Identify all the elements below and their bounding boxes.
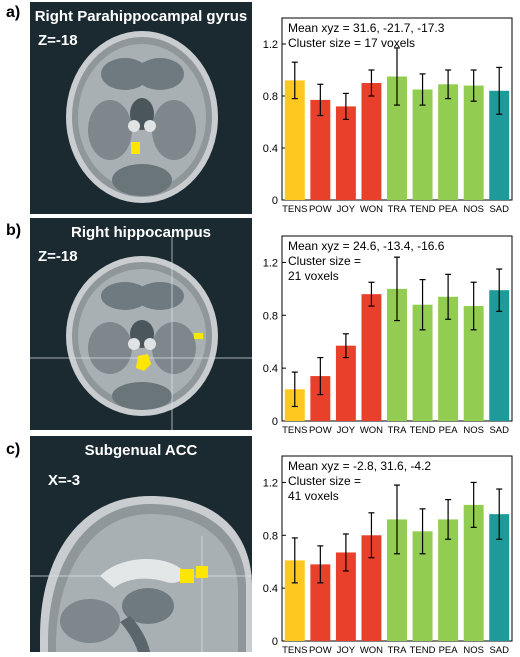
y-tick-label: 0.8 <box>263 310 278 322</box>
x-tick-label: JOY <box>337 645 356 656</box>
x-tick-label: WON <box>360 425 383 436</box>
x-tick-label: JOY <box>337 425 356 436</box>
y-tick-label: 0.8 <box>263 91 278 103</box>
chart-annotation: Cluster size = 17 voxels <box>288 36 415 50</box>
bar-won <box>361 535 382 641</box>
bar-chart-b: 0 0.4 0.8 1.2 TENS POW JOY WON TRA TEND PEA NOS SAD M… <box>263 235 513 436</box>
x-tick-label: PEA <box>439 645 459 656</box>
y-tick-label: 0 <box>272 195 278 207</box>
x-tick-label: SAD <box>489 645 509 656</box>
x-tick-label: PEA <box>439 425 459 436</box>
y-tick-label: 1.2 <box>263 477 278 489</box>
coord-label-b: Z=-18 <box>38 248 78 265</box>
y-tick-label: 0.8 <box>263 530 278 542</box>
bar-pow <box>310 564 331 641</box>
sagittal-brain-image-c <box>30 496 252 652</box>
chart-annotation: 21 voxels <box>288 269 339 283</box>
x-tick-label: NOS <box>463 425 484 436</box>
activation-blob-c1 <box>180 569 194 583</box>
bar-sad <box>489 514 510 641</box>
bar-pow <box>310 99 331 200</box>
x-tick-label: JOY <box>337 204 356 215</box>
x-tick-label: NOS <box>463 645 484 656</box>
chart-annotation: 41 voxels <box>288 489 339 503</box>
x-tick-label: SAD <box>489 425 509 436</box>
bar-pow <box>310 376 331 421</box>
activation-blob-c2 <box>196 566 208 578</box>
y-tick-label: 1.2 <box>263 257 278 269</box>
panel-letter-a: a) <box>6 4 21 21</box>
y-tick-label: 0.4 <box>263 143 278 155</box>
axial-brain-image-b <box>30 236 252 430</box>
bar-joy <box>335 106 356 200</box>
x-tick-label: PEA <box>439 204 459 215</box>
x-tick-label: SAD <box>489 204 509 215</box>
y-tick-label: 0 <box>272 416 278 428</box>
y-tick-label: 1.2 <box>263 39 278 51</box>
x-tick-label: NOS <box>463 204 484 215</box>
chart-annotation: Cluster size = <box>288 474 361 488</box>
axial-brain-image-a <box>66 31 218 203</box>
activation-blob-a <box>131 142 140 154</box>
bar-sad <box>489 290 510 421</box>
bar-nos <box>463 306 484 421</box>
bar-tra <box>387 519 407 641</box>
brain-slice-a: Right Parahippocampal gyrus Z=-18 <box>30 2 252 214</box>
chart-annotation: Mean xyz = 24.6, -13.4, -16.6 <box>288 239 445 253</box>
bar-chart-a: 0 0.4 0.8 1.2 TENS POW JOY WON TRA TEND PEA NOS SAD M… <box>263 17 513 215</box>
bar-won <box>361 83 382 200</box>
x-tick-label: TENS <box>282 204 307 215</box>
chart-annotation: Cluster size = <box>288 254 361 268</box>
region-title-b: Right hippocampus <box>71 224 211 241</box>
x-tick-label: POW <box>309 204 332 215</box>
chart-annotation: Mean xyz = -2.8, 31.6, -4.2 <box>288 459 431 473</box>
bar-tend <box>412 531 433 641</box>
y-tick-label: 0.4 <box>263 583 278 595</box>
bar-nos <box>463 85 484 200</box>
x-tick-label: TENS <box>282 645 307 656</box>
x-tick-label: TRA <box>388 425 408 436</box>
x-tick-label: TEND <box>410 204 436 215</box>
bar-tra <box>387 288 407 421</box>
bar-chart-c: 0 0.4 0.8 1.2 TENS POW JOY WON TRA TEND PEA NOS SAD M… <box>263 455 513 656</box>
bar-tens <box>284 80 305 200</box>
coord-label-a: Z=-18 <box>38 32 78 49</box>
bar-joy <box>335 552 356 641</box>
panel-letter-c: c) <box>6 441 21 458</box>
brain-slice-b: Right hippocampus Z=-18 <box>30 218 252 430</box>
region-title-a: Right Parahippocampal gyrus <box>34 8 248 25</box>
x-tick-label: TEND <box>410 425 436 436</box>
bar-tend <box>412 304 433 421</box>
x-tick-label: TENS <box>282 425 307 436</box>
x-tick-label: TRA <box>388 204 408 215</box>
x-tick-label: WON <box>360 204 383 215</box>
x-tick-label: WON <box>360 645 383 656</box>
x-tick-label: POW <box>309 645 332 656</box>
x-tick-label: POW <box>309 425 332 436</box>
y-tick-label: 0 <box>272 636 278 648</box>
bar-pea <box>438 519 459 641</box>
bar-tend <box>412 89 433 200</box>
bar-sad <box>489 90 510 200</box>
x-tick-label: TRA <box>388 645 408 656</box>
activation-blob-b1 <box>136 354 151 371</box>
bar-won <box>361 294 382 421</box>
bar-pea <box>438 296 459 421</box>
bar-tens <box>284 560 305 641</box>
bar-pea <box>438 84 459 200</box>
brain-slice-c: Subgenual ACC X=-3 <box>30 436 252 652</box>
chart-annotation: Mean xyz = 31.6, -21.7, -17.3 <box>288 21 445 35</box>
bar-joy <box>335 345 356 421</box>
region-title-c: Subgenual ACC <box>84 442 198 459</box>
coord-label-c: X=-3 <box>48 472 81 489</box>
panel-letter-b: b) <box>6 222 22 239</box>
bar-nos <box>463 504 484 641</box>
activation-blob-b2 <box>194 333 203 339</box>
x-tick-label: TEND <box>410 645 436 656</box>
y-tick-label: 0.4 <box>263 363 278 375</box>
bar-tra <box>387 76 407 200</box>
